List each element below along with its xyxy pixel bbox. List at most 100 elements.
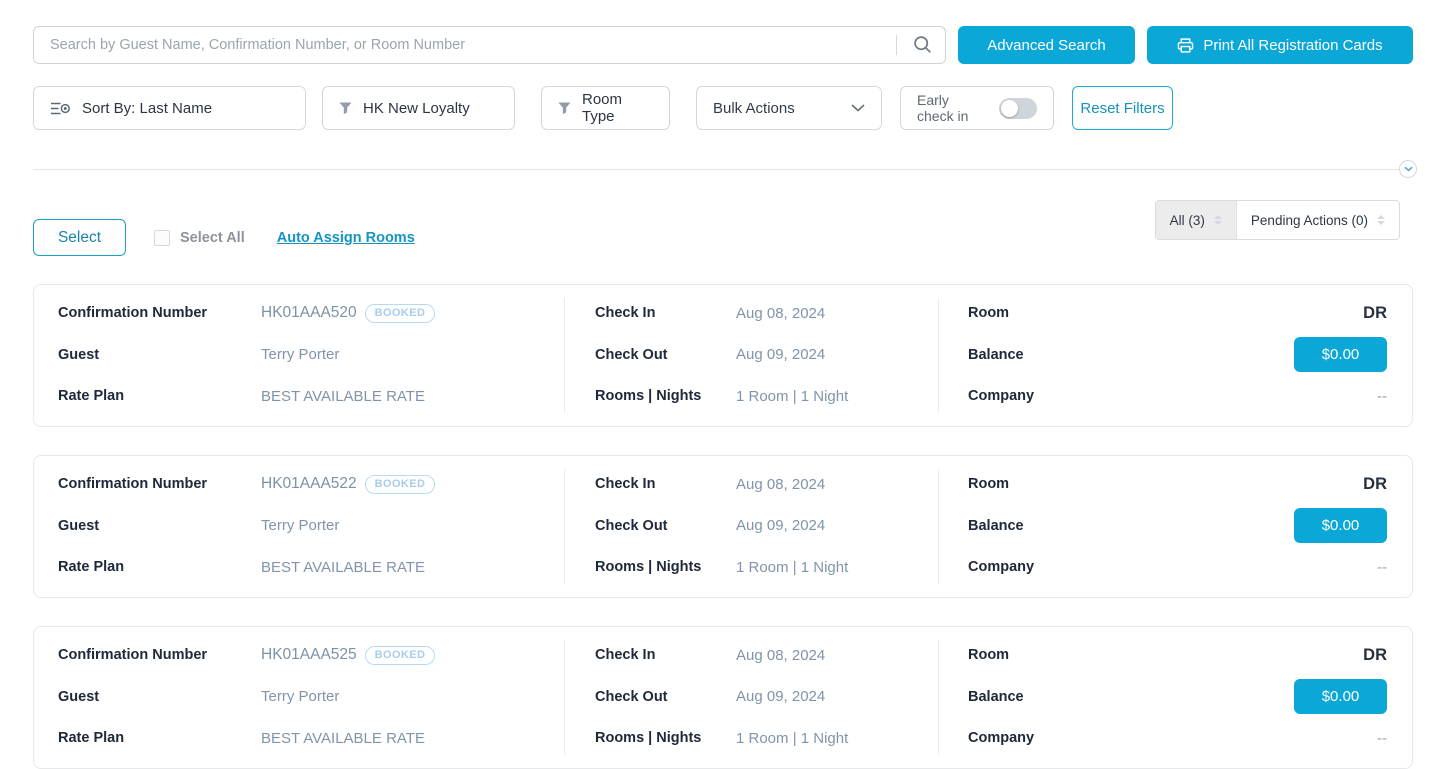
tab-all[interactable]: All (3) (1155, 201, 1237, 239)
company-label: Company (968, 730, 1035, 746)
check-out-value: Aug 09, 2024 (736, 688, 826, 705)
reservation-card: Confirmation Number HK01AAA525 BOOKED Gu… (33, 626, 1413, 769)
check-in-label: Check In (595, 476, 656, 492)
rate-plan-value: BEST AVAILABLE RATE (261, 387, 425, 405)
sort-by-label: Sort By: Last Name (82, 99, 213, 117)
guest-label: Guest (58, 346, 100, 363)
sort-caret-icon[interactable] (1377, 215, 1385, 225)
check-in-value: Aug 08, 2024 (736, 475, 826, 493)
rooms-nights-value: 1 Room | 1 Night (736, 558, 849, 576)
confirmation-number-value: HK01AAA522 (261, 475, 357, 492)
room-type-filter[interactable]: Room Type (541, 86, 670, 130)
card-identity-column: Confirmation Number HK01AAA522 BOOKED Gu… (34, 456, 565, 597)
card-stay-column: Check In Aug 08, 2024 Check Out Aug 09, … (565, 627, 939, 768)
search-divider (896, 35, 897, 55)
print-all-label: Print All Registration Cards (1203, 36, 1383, 54)
list-tabs: All (3) Pending Actions (0) (1154, 200, 1400, 240)
select-all-checkbox[interactable] (154, 229, 170, 246)
filter-funnel-icon (339, 101, 352, 115)
filter-funnel-icon (558, 101, 571, 115)
hk-new-loyalty-filter[interactable]: HK New Loyalty (322, 86, 515, 130)
select-all-label: Select All (180, 229, 245, 246)
confirmation-number-label: Confirmation Number (58, 476, 208, 492)
status-badge: BOOKED (364, 645, 436, 665)
toggle-knob (1001, 99, 1018, 117)
select-button[interactable]: Select (33, 219, 126, 256)
room-value: DR (1363, 303, 1387, 322)
sort-by-dropdown[interactable]: Sort By: Last Name (33, 86, 306, 130)
card-identity-column: Confirmation Number HK01AAA520 BOOKED Gu… (34, 285, 565, 426)
status-badge: BOOKED (364, 303, 436, 323)
reset-filters-button[interactable]: Reset Filters (1072, 86, 1173, 130)
search-bar (33, 26, 946, 64)
check-out-value: Aug 09, 2024 (736, 517, 826, 534)
check-out-label: Check Out (595, 688, 668, 705)
check-out-label: Check Out (595, 517, 668, 534)
room-label: Room (968, 305, 1010, 321)
balance-label: Balance (968, 517, 1024, 534)
rooms-nights-label: Rooms | Nights (595, 388, 702, 404)
company-value: -- (1377, 729, 1387, 747)
check-in-value: Aug 08, 2024 (736, 304, 826, 322)
selection-controls: Select Select All Auto Assign Rooms (33, 219, 415, 256)
rate-plan-label: Rate Plan (58, 730, 125, 746)
header-row: Advanced Search Print All Registration C… (33, 26, 1413, 64)
room-label: Room (968, 647, 1010, 663)
room-value: DR (1363, 474, 1387, 493)
rooms-nights-value: 1 Room | 1 Night (736, 729, 849, 747)
room-label: Room (968, 476, 1010, 492)
status-badge: BOOKED (364, 474, 436, 494)
tab-pending-actions[interactable]: Pending Actions (0) (1236, 201, 1399, 239)
auto-assign-rooms-link[interactable]: Auto Assign Rooms (276, 229, 415, 246)
check-out-label: Check Out (595, 346, 668, 363)
balance-button[interactable]: $0.00 (1294, 508, 1387, 543)
rate-plan-value: BEST AVAILABLE RATE (261, 729, 425, 747)
card-stay-column: Check In Aug 08, 2024 Check Out Aug 09, … (565, 456, 939, 597)
advanced-search-button[interactable]: Advanced Search (958, 26, 1135, 64)
check-in-label: Check In (595, 305, 656, 321)
card-billing-column: Room DR Balance $0.00 Company -- (939, 285, 1412, 426)
printer-icon (1177, 37, 1194, 54)
rooms-nights-label: Rooms | Nights (595, 730, 702, 746)
company-label: Company (968, 388, 1035, 404)
bulk-actions-label: Bulk Actions (713, 99, 795, 117)
search-icon[interactable] (913, 35, 932, 54)
early-check-in-control: Early check in (900, 86, 1054, 130)
balance-button[interactable]: $0.00 (1294, 337, 1387, 372)
chevron-down-icon (1403, 166, 1413, 172)
confirmation-number-value: HK01AAA520 (261, 304, 357, 321)
print-all-registration-cards-button[interactable]: Print All Registration Cards (1147, 26, 1413, 64)
company-value: -- (1377, 387, 1387, 405)
collapse-filters-button[interactable] (1399, 160, 1417, 178)
sort-icon (50, 100, 71, 117)
confirmation-number-label: Confirmation Number (58, 305, 208, 321)
confirmation-number-value: HK01AAA525 (261, 646, 357, 663)
confirmation-number-label: Confirmation Number (58, 647, 208, 663)
filters-divider (33, 160, 1417, 178)
rate-plan-label: Rate Plan (58, 388, 125, 404)
rate-plan-value: BEST AVAILABLE RATE (261, 558, 425, 576)
search-input[interactable] (33, 26, 946, 64)
room-type-label: Room Type (582, 91, 623, 125)
balance-label: Balance (968, 688, 1024, 705)
balance-button[interactable]: $0.00 (1294, 679, 1387, 714)
tab-all-label: All (3) (1169, 212, 1205, 228)
bulk-actions-dropdown[interactable]: Bulk Actions (696, 86, 882, 130)
early-check-in-toggle[interactable] (999, 97, 1037, 119)
card-billing-column: Room DR Balance $0.00 Company -- (939, 627, 1412, 768)
company-label: Company (968, 559, 1035, 575)
reservation-card: Confirmation Number HK01AAA520 BOOKED Gu… (33, 284, 1413, 427)
guest-value: Terry Porter (261, 346, 340, 363)
early-check-in-label: Early check in (917, 92, 969, 124)
check-in-label: Check In (595, 647, 656, 663)
balance-label: Balance (968, 346, 1024, 363)
tab-pending-actions-label: Pending Actions (0) (1250, 212, 1368, 228)
card-billing-column: Room DR Balance $0.00 Company -- (939, 456, 1412, 597)
rate-plan-label: Rate Plan (58, 559, 125, 575)
card-identity-column: Confirmation Number HK01AAA525 BOOKED Gu… (34, 627, 565, 768)
company-value: -- (1377, 558, 1387, 576)
sort-caret-icon[interactable] (1213, 215, 1222, 225)
list-toolbar: Select Select All Auto Assign Rooms All … (33, 200, 1413, 256)
guest-value: Terry Porter (261, 517, 340, 534)
